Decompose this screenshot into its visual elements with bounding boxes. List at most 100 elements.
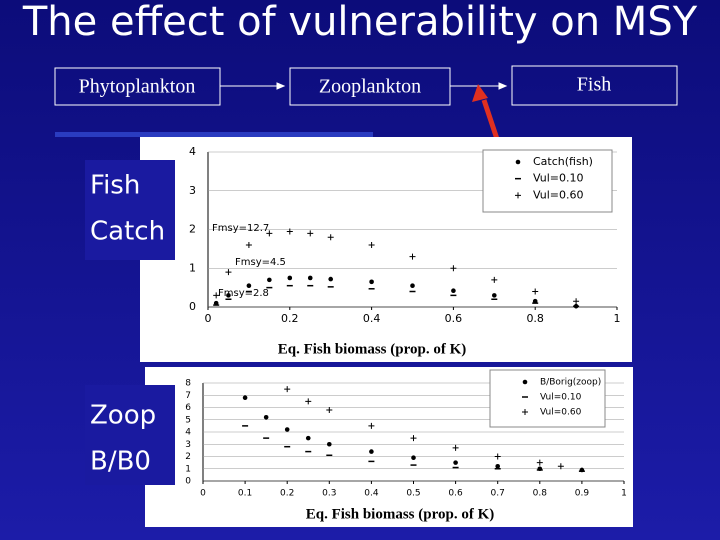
legend-label: Catch(fish) [533,155,593,168]
legend-box [482,149,613,213]
marker-plus [326,406,333,413]
x-tick-label: 0.2 [281,312,299,325]
marker-plus [515,192,521,199]
marker-plus [410,435,417,442]
marker-dot [284,427,290,432]
y-tick-label: 1 [185,464,191,474]
x-axis-label: Eq. Fish biomass (prop. of K) [306,506,495,522]
node-label: Phytoplankton [79,76,196,98]
marker-plus [213,292,220,299]
x-tick-label: 0.1 [238,489,252,499]
marker-dot [453,460,458,465]
x-tick-label: 0.4 [364,489,379,499]
marker-plus [573,298,580,305]
marker-dot [226,293,231,298]
y-tick-label: 0 [189,300,196,313]
marker-dot [263,415,269,420]
y-tick-label: 3 [189,184,196,197]
x-tick-label: 0.2 [280,489,294,499]
marker-dot [492,293,497,298]
x-tick-label: 0.6 [448,489,463,499]
label-bg [85,160,175,260]
marker-dot [307,275,313,281]
marker-plus [522,409,528,415]
marker-dot [369,279,374,285]
side-label: Fish [90,171,140,201]
side-label: B/B0 [90,447,151,477]
marker-plus [286,228,293,235]
y-tick-label: 2 [189,223,196,236]
node-box [511,65,678,106]
marker-dot [287,275,293,281]
annotation: Fmsy=2.8 [218,288,269,299]
x-label-bg [242,338,502,362]
legend-label: Vul=0.60 [540,408,582,418]
marker-dot [213,300,219,306]
arrow-head [276,82,286,90]
legend-label: Vul=0.10 [540,393,582,403]
y-tick-label: 4 [189,145,196,158]
y-tick-label: 4 [185,428,191,438]
marker-plus [491,276,498,283]
x-tick-label: 0.4 [363,312,381,325]
legend-label: Vul=0.10 [533,172,584,185]
y-tick-label: 1 [189,261,196,274]
x-tick-label: 0.9 [575,489,590,499]
y-tick-label: 0 [185,477,191,487]
y-tick-label: 6 [185,403,191,413]
marker-dot [267,277,272,283]
marker-dot [305,435,311,441]
marker-dot [495,464,501,469]
x-tick-label: 1 [614,312,621,325]
y-tick-label: 5 [185,415,191,425]
marker-plus [536,459,543,466]
marker-plus [245,242,252,248]
marker-dot [522,379,528,385]
side-label: Catch [90,217,165,247]
marker-dot [451,288,456,294]
x-tick-label: 0.8 [526,312,544,325]
y-tick-label: 3 [185,440,191,450]
marker-dot [246,283,252,288]
marker-dot [327,441,332,447]
marker-plus [368,422,375,429]
label-bg [85,385,175,485]
y-tick-label: 8 [185,379,191,389]
x-tick-label: 0.5 [406,489,420,499]
marker-plus [532,288,539,295]
marker-dot [328,276,334,282]
y-tick-label: 7 [185,391,191,401]
x-tick-label: 0.7 [491,489,505,499]
marker-plus [307,230,314,237]
accent-bar [55,132,373,137]
x-tick-label: 0.8 [533,489,548,499]
legend-label: B/Borig(zoop) [540,378,601,388]
annotation: Fmsy=4.5 [235,257,286,268]
red-arrow-head [472,84,488,102]
marker-dot [369,449,374,454]
x-tick-label: 0 [205,312,212,325]
slide-title: The effect of vulnerability on MSY [22,0,698,45]
x-tick-label: 0.6 [445,312,463,325]
marker-dot [242,395,248,401]
marker-dot [515,159,521,165]
marker-plus [327,234,334,241]
marker-plus [452,444,459,451]
marker-dot [532,298,538,304]
x-tick-label: 0.3 [322,489,336,499]
marker-plus [409,253,416,260]
node-label: Zooplankton [319,76,421,98]
node-label: Fish [577,74,611,96]
food-web [54,65,678,106]
x-tick-label: 1 [621,489,627,499]
marker-plus [225,269,232,276]
annotation: Fmsy=12.7 [212,223,269,234]
legend-label: Vul=0.60 [533,188,584,201]
marker-plus [305,398,312,405]
marker-plus [284,386,291,393]
x-axis-label: Eq. Fish biomass (prop. of K) [278,341,467,357]
arrow-head [498,82,508,90]
side-label: Zoop [90,401,156,431]
marker-plus [368,242,375,248]
